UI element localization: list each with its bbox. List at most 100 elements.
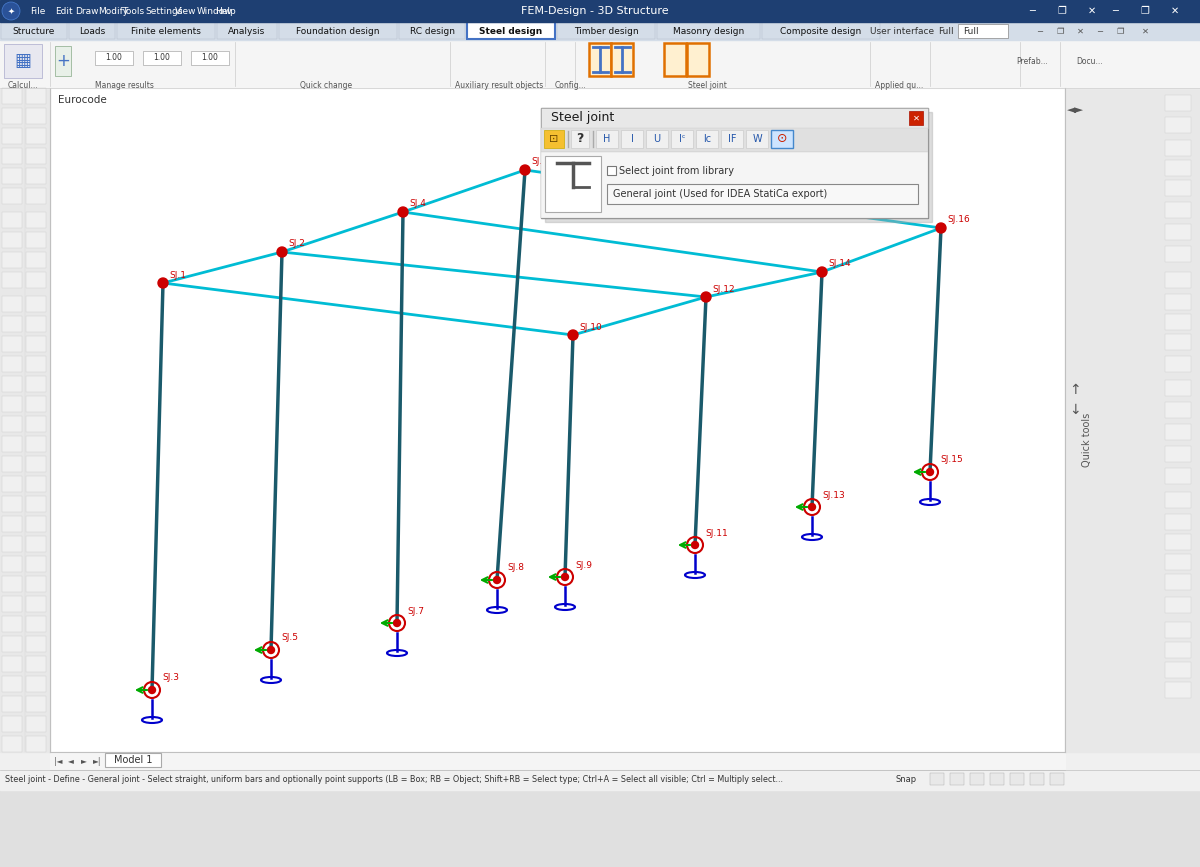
Text: ↓: ↓ bbox=[1069, 403, 1081, 417]
Text: Manage results: Manage results bbox=[95, 81, 154, 89]
Bar bbox=[26, 696, 46, 712]
Bar bbox=[50, 752, 1066, 770]
Circle shape bbox=[936, 223, 946, 233]
Bar bbox=[4, 44, 42, 78]
Bar bbox=[26, 232, 46, 248]
Text: Config...: Config... bbox=[554, 81, 587, 89]
Bar bbox=[26, 456, 46, 472]
Text: Edit: Edit bbox=[55, 6, 73, 16]
Text: ─: ─ bbox=[1098, 27, 1103, 36]
Circle shape bbox=[398, 207, 408, 217]
Text: Eurocode: Eurocode bbox=[58, 95, 107, 105]
Text: ↑: ↑ bbox=[1069, 383, 1081, 397]
Bar bbox=[1165, 554, 1190, 570]
Text: W: W bbox=[752, 134, 762, 144]
Text: Steel joint: Steel joint bbox=[551, 112, 614, 125]
Bar bbox=[0, 0, 1200, 22]
Text: SJ.14: SJ.14 bbox=[828, 259, 851, 269]
Bar bbox=[1165, 294, 1190, 310]
Bar bbox=[26, 168, 46, 184]
Bar bbox=[1165, 314, 1190, 330]
Bar bbox=[1165, 424, 1190, 440]
Bar bbox=[596, 130, 618, 148]
Bar bbox=[545, 112, 932, 222]
Text: ✕: ✕ bbox=[1088, 6, 1096, 16]
FancyBboxPatch shape bbox=[278, 22, 397, 39]
Bar bbox=[607, 166, 616, 175]
Bar bbox=[26, 416, 46, 432]
Text: Steel joint - Define - General joint - Select straight, uniform bars and optiona: Steel joint - Define - General joint - S… bbox=[5, 775, 784, 785]
Text: lc: lc bbox=[703, 134, 712, 144]
Bar bbox=[55, 46, 71, 76]
Text: SJ.5: SJ.5 bbox=[281, 634, 298, 642]
Bar bbox=[2, 476, 22, 492]
Text: ✕: ✕ bbox=[1076, 27, 1084, 36]
Text: Select joint from library: Select joint from library bbox=[619, 166, 734, 175]
Text: Quick change: Quick change bbox=[300, 81, 352, 89]
Bar bbox=[2, 516, 22, 532]
FancyBboxPatch shape bbox=[658, 22, 760, 39]
Circle shape bbox=[268, 647, 275, 654]
Bar bbox=[2, 148, 22, 164]
Text: View: View bbox=[175, 6, 197, 16]
Text: 1.00: 1.00 bbox=[154, 54, 170, 62]
Bar bbox=[26, 148, 46, 164]
FancyBboxPatch shape bbox=[1, 22, 67, 39]
Bar bbox=[2, 336, 22, 352]
Text: ─: ─ bbox=[1038, 27, 1043, 36]
Bar bbox=[26, 516, 46, 532]
Bar bbox=[541, 152, 928, 218]
Circle shape bbox=[926, 468, 934, 475]
Bar bbox=[1165, 246, 1190, 262]
Circle shape bbox=[394, 620, 401, 627]
Bar bbox=[1165, 334, 1190, 350]
Text: SJ.11: SJ.11 bbox=[706, 529, 727, 538]
Text: H: H bbox=[604, 134, 611, 144]
Bar bbox=[95, 51, 133, 65]
Bar bbox=[2, 636, 22, 652]
Text: U: U bbox=[654, 134, 660, 144]
Bar bbox=[541, 108, 928, 128]
Text: ─: ─ bbox=[1030, 6, 1034, 16]
Text: Composite design: Composite design bbox=[780, 27, 862, 36]
Bar bbox=[26, 108, 46, 124]
Bar bbox=[950, 773, 964, 785]
Bar bbox=[1165, 356, 1190, 372]
Circle shape bbox=[568, 330, 578, 340]
Bar bbox=[1165, 160, 1190, 176]
Bar bbox=[1165, 446, 1190, 462]
Bar bbox=[26, 212, 46, 228]
Text: Finite elements: Finite elements bbox=[131, 27, 200, 36]
Bar bbox=[0, 88, 50, 752]
Text: Prefab...: Prefab... bbox=[1016, 57, 1048, 67]
Bar bbox=[2, 272, 22, 288]
Bar bbox=[2, 128, 22, 144]
FancyBboxPatch shape bbox=[70, 22, 115, 39]
Bar bbox=[646, 130, 668, 148]
Bar bbox=[746, 130, 768, 148]
Text: SJ.10: SJ.10 bbox=[580, 323, 601, 331]
Bar bbox=[2, 212, 22, 228]
Circle shape bbox=[701, 292, 710, 302]
Bar bbox=[26, 736, 46, 752]
Text: Docu...: Docu... bbox=[1076, 57, 1103, 67]
Bar bbox=[2, 496, 22, 512]
Text: Help: Help bbox=[215, 6, 235, 16]
Bar bbox=[2, 696, 22, 712]
Bar bbox=[607, 184, 918, 204]
Text: |◄: |◄ bbox=[54, 757, 62, 766]
Text: Calcul...: Calcul... bbox=[8, 81, 38, 89]
Text: General joint (Used for IDEA StatiCa export): General joint (Used for IDEA StatiCa exp… bbox=[613, 189, 827, 199]
Bar bbox=[772, 130, 793, 148]
Text: SJ.12: SJ.12 bbox=[712, 284, 734, 294]
Text: SJ.2: SJ.2 bbox=[288, 239, 305, 249]
Bar bbox=[1165, 597, 1190, 613]
Bar bbox=[2, 168, 22, 184]
Bar bbox=[1030, 773, 1044, 785]
Bar bbox=[1010, 773, 1024, 785]
Bar bbox=[26, 496, 46, 512]
Bar bbox=[143, 51, 181, 65]
Bar bbox=[50, 88, 1066, 752]
Text: Modify: Modify bbox=[98, 6, 128, 16]
Bar bbox=[970, 773, 984, 785]
